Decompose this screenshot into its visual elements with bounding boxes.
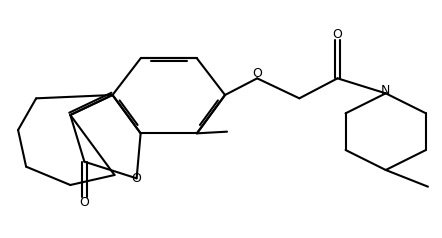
Text: N: N: [381, 84, 390, 97]
Text: O: O: [332, 28, 343, 40]
Text: O: O: [80, 196, 89, 209]
Text: O: O: [252, 67, 262, 80]
Text: O: O: [132, 172, 141, 185]
